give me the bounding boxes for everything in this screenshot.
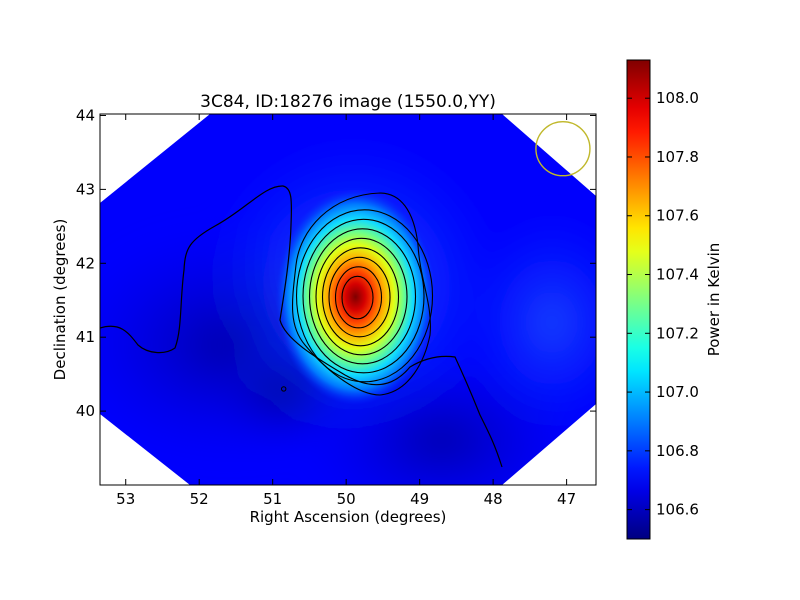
x-tick-label: 48	[484, 490, 503, 508]
chart-title-group: 3C84, ID:18276 image (1550.0,YY)	[200, 92, 496, 112]
contour-line	[281, 386, 287, 392]
contour-line	[308, 228, 417, 365]
bright-region	[461, 212, 596, 433]
contour-line	[291, 192, 431, 396]
contour-line	[328, 256, 391, 338]
colorbar	[626, 59, 651, 540]
colorbar-tick-label: 107.0	[656, 383, 699, 401]
contour-line	[341, 275, 374, 320]
y-tick-label: 42	[76, 254, 95, 272]
x-axis-label: Right Ascension (degrees)	[250, 508, 447, 526]
valid-domain	[100, 114, 596, 485]
colorbar-group: 106.6 106.8 107.0 107.2 107.4 107.6 107.8 108.0…	[626, 59, 723, 540]
colorbar-tick-label: 106.6	[656, 501, 699, 519]
contour-line	[302, 218, 425, 374]
y-tick-label: 44	[76, 106, 95, 124]
colorbar-tick-label: 108.0	[656, 89, 699, 107]
plot-frame	[99, 113, 597, 486]
contour-line	[295, 209, 434, 383]
x-tick-label: 52	[190, 490, 209, 508]
x-tick-label: 47	[557, 490, 576, 508]
axes-group: 53 52 51 50 49 48 47 40 41 42 43 44 Right Ascension …	[51, 106, 597, 526]
contour-layer	[100, 121, 591, 468]
colorbar-label: Power in Kelvin	[705, 243, 723, 357]
contour-line	[334, 266, 383, 329]
colorbar-tick-label: 107.4	[656, 266, 699, 284]
beam-circle	[535, 121, 591, 177]
contour-line	[100, 185, 503, 468]
y-axis-label: Declination (degrees)	[51, 219, 69, 381]
colorbar-tick-label: 107.8	[656, 148, 699, 166]
colorbar-tick-label: 106.8	[656, 442, 699, 460]
contour-line	[315, 237, 408, 356]
y-tick-label: 41	[76, 328, 95, 346]
colorbar-tick-label: 107.6	[656, 207, 699, 225]
colorbar-tick-label: 107.2	[656, 324, 699, 342]
y-tick-label: 40	[76, 402, 95, 420]
y-tick-label: 43	[76, 180, 95, 198]
x-tick-label: 53	[116, 490, 135, 508]
x-tick-label: 49	[410, 490, 429, 508]
chart-title: 3C84, ID:18276 image (1550.0,YY)	[200, 92, 496, 112]
x-tick-label: 51	[263, 490, 282, 508]
contour-line	[321, 247, 400, 347]
heatmap-image	[100, 114, 596, 485]
x-tick-label: 50	[337, 490, 356, 508]
